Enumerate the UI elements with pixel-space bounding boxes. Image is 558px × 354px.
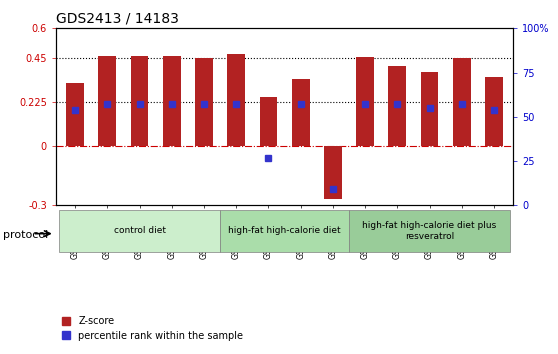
Text: protocol: protocol [3,230,48,240]
Bar [485,78,503,146]
Bar [228,54,245,146]
Bar [388,66,406,146]
FancyBboxPatch shape [220,210,349,252]
Bar [356,57,374,146]
FancyBboxPatch shape [349,210,510,252]
Bar [131,56,148,146]
Bar [324,146,341,199]
Bar [292,79,310,146]
Text: high-fat high-calorie diet plus
resveratrol: high-fat high-calorie diet plus resverat… [363,221,497,241]
Text: GDS2413 / 14183: GDS2413 / 14183 [56,12,179,26]
Text: control diet: control diet [114,227,166,235]
Text: high-fat high-calorie diet: high-fat high-calorie diet [228,227,341,235]
Bar [66,84,84,146]
Bar [421,72,439,146]
Bar [453,58,470,146]
Bar [163,56,181,146]
Legend: Z-score, percentile rank within the sample: Z-score, percentile rank within the samp… [61,316,243,341]
Bar [195,58,213,146]
Bar [99,56,116,146]
FancyBboxPatch shape [59,210,220,252]
Bar [259,97,277,146]
